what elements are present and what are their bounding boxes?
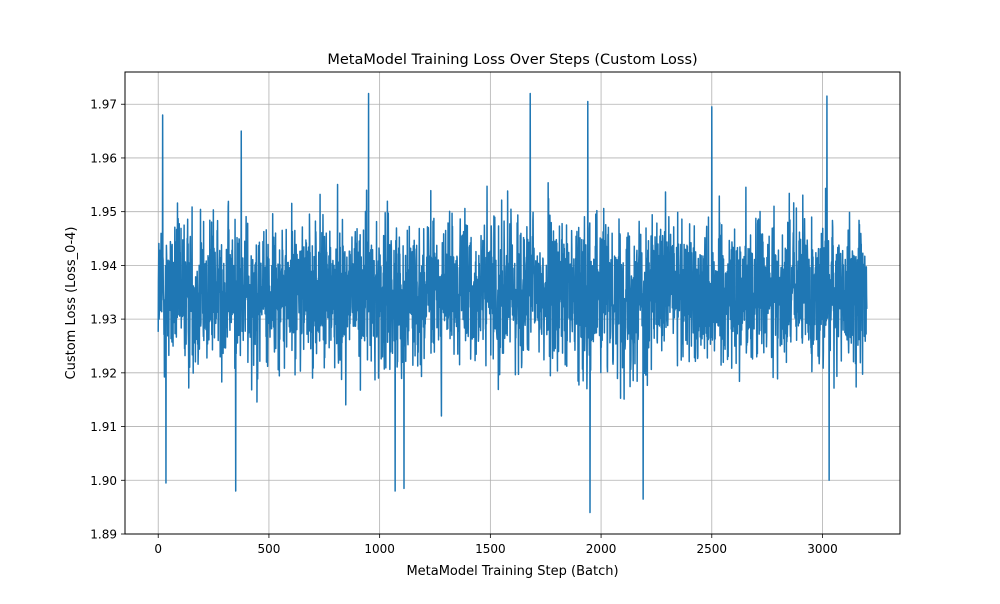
x-tick-label: 1500 bbox=[475, 542, 506, 556]
y-tick-label: 1.94 bbox=[90, 259, 117, 273]
y-tick-label: 1.96 bbox=[90, 151, 117, 165]
x-tick-label: 500 bbox=[257, 542, 280, 556]
x-tick-label: 1000 bbox=[364, 542, 395, 556]
y-tick-label: 1.91 bbox=[90, 420, 117, 434]
chart-title: MetaModel Training Loss Over Steps (Cust… bbox=[327, 52, 697, 68]
x-tick-label: 0 bbox=[154, 542, 162, 556]
loss-series-line bbox=[157, 92, 868, 514]
x-tick-label: 2500 bbox=[697, 542, 728, 556]
y-tick-label: 1.97 bbox=[90, 98, 117, 112]
y-axis: 1.89 1.90 1.91 1.92 1.93 1.94 1.95 1.96 1.97 bbox=[90, 98, 125, 542]
series-layer bbox=[157, 92, 868, 514]
y-tick-label: 1.93 bbox=[90, 313, 117, 327]
plot-frame bbox=[124, 71, 901, 535]
x-tick-label: 3000 bbox=[807, 542, 838, 556]
y-tick-label: 1.89 bbox=[90, 528, 117, 542]
y-tick-label: 1.95 bbox=[90, 205, 117, 219]
x-axis: 0 500 1000 1500 2000 2500 3000 bbox=[154, 534, 838, 556]
x-axis-label: MetaModel Training Step (Batch) bbox=[406, 564, 618, 579]
x-tick-label: 2000 bbox=[586, 542, 617, 556]
y-tick-label: 1.90 bbox=[90, 474, 117, 488]
y-tick-label: 1.92 bbox=[90, 366, 117, 380]
y-axis-label: Custom Loss (Loss_0-4) bbox=[64, 227, 79, 380]
